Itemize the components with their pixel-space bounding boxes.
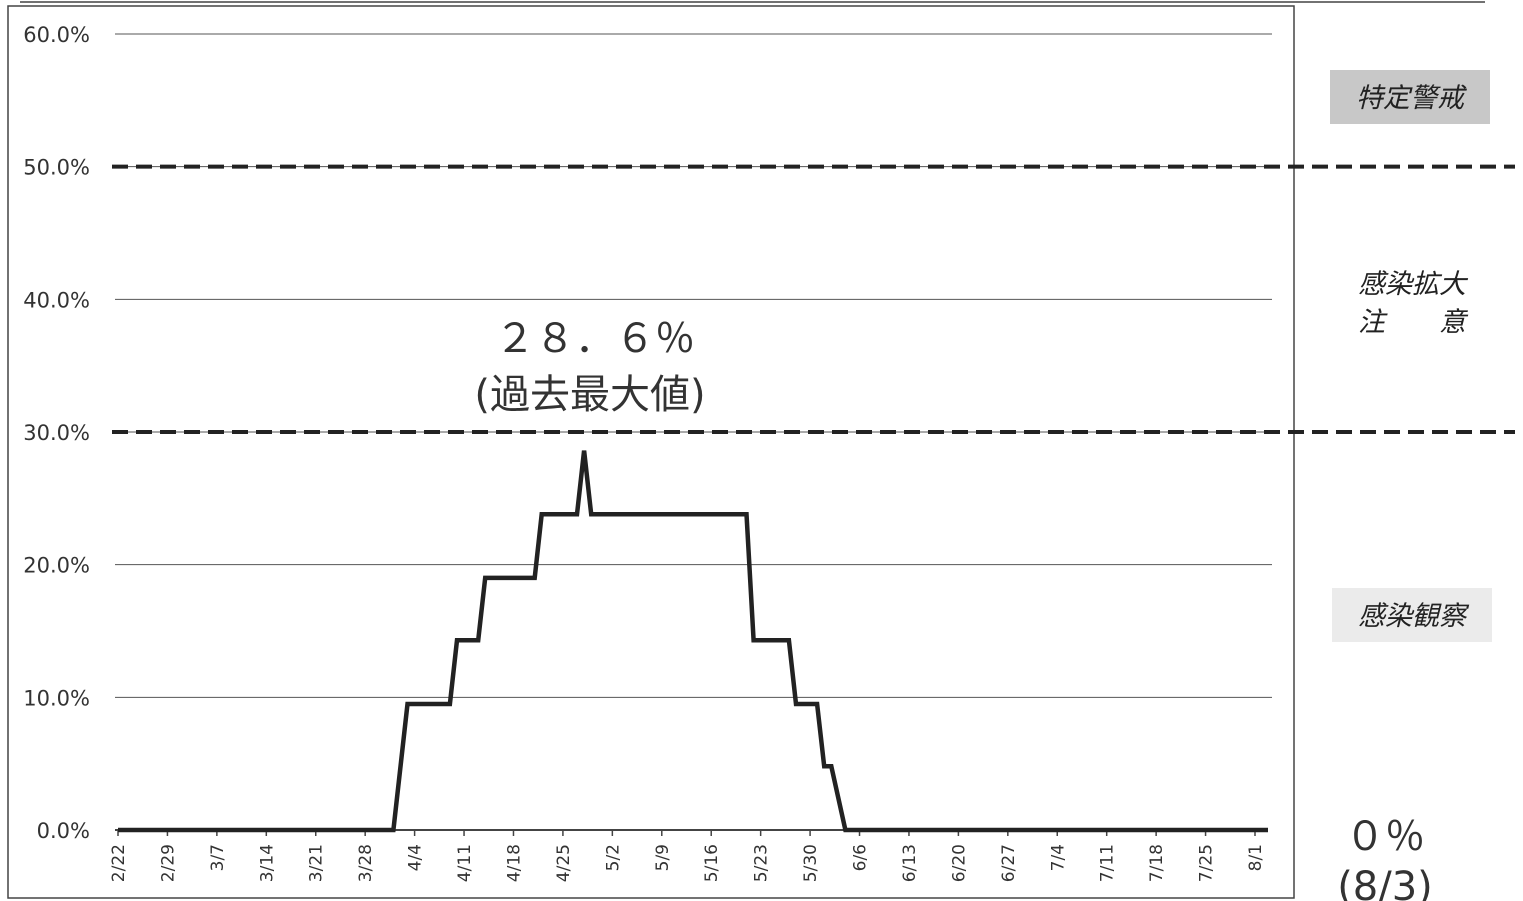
y-tick-label: 40.0% (23, 288, 90, 312)
x-tick-label: 5/30 (801, 844, 821, 882)
x-tick-label: 5/2 (603, 844, 623, 871)
x-tick-label: 6/13 (900, 844, 920, 882)
y-tick-labels: 0.0% 10.0% 20.0% 30.0% 40.0% 50.0% 60.0% (23, 23, 90, 843)
x-tick-label: 4/11 (455, 844, 475, 882)
x-tick-label: 2/29 (158, 844, 178, 882)
x-tick-labels: 2/22 2/29 3/7 3/14 3/21 3/28 4/4 4/11 4/18 4/25 5/… (109, 844, 1266, 882)
zone-box-tokutei (1330, 70, 1490, 124)
zone-label-kakudai: 感染拡大 注 意 (1358, 269, 1469, 338)
gridlines (115, 33, 1272, 698)
x-tick-label: 6/6 (851, 844, 871, 871)
x-tick-label: 4/25 (554, 844, 574, 882)
x-tick-label: 2/22 (109, 844, 129, 882)
x-tick-label: 7/11 (1098, 844, 1118, 882)
y-tick-label: 0.0% (37, 819, 90, 843)
x-tick-label: 6/27 (999, 844, 1019, 882)
y-tick-label: 60.0% (23, 23, 90, 47)
current-value-annotation: ０％ (1345, 814, 1425, 860)
y-tick-label: 20.0% (23, 554, 90, 578)
zone-text-kakudai-line2: 注 意 (1358, 307, 1469, 338)
x-tick-label: 3/28 (356, 844, 376, 882)
y-tick-label: 30.0% (23, 421, 90, 445)
x-tick-label: 7/4 (1048, 844, 1068, 871)
x-tick-label: 4/4 (406, 844, 426, 871)
x-tick-label: 7/25 (1197, 844, 1217, 882)
zone-label-kansatsu: 感染観察 (1332, 588, 1492, 642)
x-tick-label: 3/14 (257, 844, 277, 882)
x-tick-label: 8/1 (1246, 844, 1266, 871)
data-series (118, 450, 1268, 833)
x-tick-label: 5/9 (653, 844, 673, 871)
x-tick-label: 7/18 (1147, 844, 1167, 882)
zone-text-kansatsu: 感染観察 (1358, 601, 1470, 632)
plot-frame (7, 5, 1295, 899)
zone-text-tokutei: 特定警戒 (1356, 83, 1467, 114)
zone-label-tokutei: 特定警戒 (1330, 70, 1490, 124)
series-line (118, 450, 1268, 833)
x-tick-label: 6/20 (949, 844, 969, 882)
peak-note-annotation: (過去最大値) (474, 372, 705, 418)
zone-box-kansatsu (1332, 588, 1492, 642)
threshold-lines (112, 164, 1515, 434)
x-tick-label: 5/23 (752, 844, 772, 882)
y-tick-label: 50.0% (23, 156, 90, 180)
y-tick-label: 10.0% (23, 686, 90, 710)
x-tick-label: 3/21 (307, 844, 327, 882)
zone-text-kakudai-line1: 感染拡大 (1358, 269, 1469, 300)
x-tick-label: 3/7 (208, 844, 228, 871)
x-tick-label: 5/16 (702, 844, 722, 882)
peak-value-annotation: ２８．６％ (495, 316, 695, 362)
current-date-annotation: (8/3) (1337, 864, 1433, 901)
x-tick-label: 4/18 (504, 844, 524, 882)
